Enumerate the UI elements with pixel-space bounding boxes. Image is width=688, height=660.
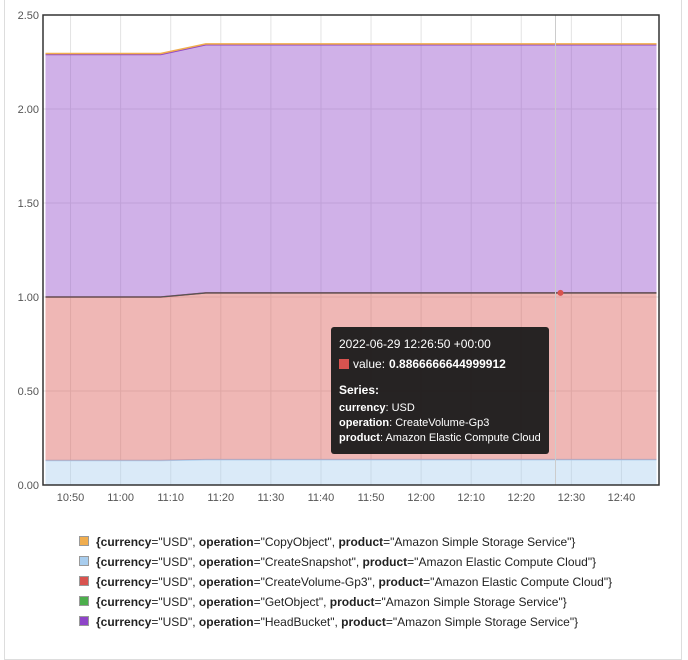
x-tick-label: 11:20 bbox=[207, 492, 234, 504]
series-line-3 bbox=[45, 43, 657, 55]
legend-item[interactable]: {currency="USD", operation="CopyObject",… bbox=[79, 532, 639, 552]
legend-swatch bbox=[79, 616, 89, 626]
x-tick-label: 10:50 bbox=[57, 492, 85, 504]
tooltip-labels: currency: USD operation: CreateVolume-Gp… bbox=[339, 401, 541, 446]
y-tick-label: 1.00 bbox=[18, 292, 39, 304]
x-tick-label: 12:20 bbox=[508, 492, 536, 504]
tooltip-value-row: value: 0.8866666644999912 bbox=[339, 357, 541, 371]
tooltip-label-row: currency: USD bbox=[339, 401, 541, 416]
tooltip-value-label: value: bbox=[353, 357, 386, 371]
legend-swatch bbox=[79, 596, 89, 606]
legend-label: {currency="USD", operation="HeadBucket",… bbox=[96, 615, 579, 629]
tooltip-label-row: operation: CreateVolume-Gp3 bbox=[339, 416, 541, 431]
tooltip-label-key: currency bbox=[339, 402, 386, 414]
tooltip-label-value: : USD bbox=[385, 402, 415, 414]
x-tick-label: 11:50 bbox=[358, 492, 385, 504]
plot-frame bbox=[42, 14, 660, 486]
tooltip-label-row: product: Amazon Elastic Compute Cloud bbox=[339, 431, 541, 446]
tooltip: 2022-06-29 12:26:50 +00:00 value: 0.8866… bbox=[331, 327, 549, 454]
x-tick-label: 12:10 bbox=[457, 492, 485, 504]
series-line-2 bbox=[45, 44, 657, 56]
x-axis: 10:50 11:00 11:10 11:20 11:30 11:40 11:50 12:00… bbox=[57, 492, 635, 504]
hover-point bbox=[557, 289, 564, 296]
legend-label: {currency="USD", operation="GetObject", … bbox=[96, 595, 567, 609]
x-tick-label: 11:10 bbox=[157, 492, 184, 504]
x-tick-label: 11:30 bbox=[258, 492, 285, 504]
x-tick-label: 11:40 bbox=[308, 492, 335, 504]
tooltip-time: 2022-06-29 12:26:50 +00:00 bbox=[339, 337, 491, 351]
legend-swatch bbox=[79, 576, 89, 586]
legend-item[interactable]: {currency="USD", operation="HeadBucket",… bbox=[79, 612, 639, 632]
y-axis: 0.00 0.50 1.00 1.50 2.00 2.50 bbox=[18, 10, 39, 492]
series-line-0 bbox=[45, 458, 657, 462]
y-tick-label: 2.00 bbox=[18, 104, 39, 116]
x-tick-label: 11:00 bbox=[107, 492, 134, 504]
tooltip-label-key: product bbox=[339, 432, 380, 444]
y-tick-label: 1.50 bbox=[18, 198, 39, 210]
y-tick-label: 2.50 bbox=[18, 10, 39, 22]
x-tick-label: 12:00 bbox=[407, 492, 435, 504]
legend-item[interactable]: {currency="USD", operation="GetObject", … bbox=[79, 592, 639, 612]
tooltip-swatch bbox=[339, 359, 349, 369]
legend: {currency="USD", operation="CopyObject",… bbox=[79, 532, 639, 632]
tooltip-label-value: : Amazon Elastic Compute Cloud bbox=[379, 432, 541, 444]
y-tick-label: 0.00 bbox=[18, 480, 39, 492]
area-series-0 bbox=[45, 459, 657, 485]
y-tick-label: 0.50 bbox=[18, 386, 39, 398]
legend-swatch bbox=[79, 536, 89, 546]
legend-label: {currency="USD", operation="CopyObject",… bbox=[96, 535, 576, 549]
x-tick-label: 12:40 bbox=[608, 492, 636, 504]
area-series-2 bbox=[45, 44, 657, 298]
x-tick-label: 12:30 bbox=[558, 492, 586, 504]
tooltip-value: 0.8866666644999912 bbox=[389, 357, 506, 371]
hover-indicator bbox=[554, 15, 564, 485]
stack-boundary-line bbox=[45, 292, 657, 298]
tooltip-series-heading: Series: bbox=[339, 383, 380, 397]
tooltip-label-value: : CreateVolume-Gp3 bbox=[389, 417, 490, 429]
legend-item[interactable]: {currency="USD", operation="CreateSnapsh… bbox=[79, 552, 639, 572]
legend-label: {currency="USD", operation="CreateSnapsh… bbox=[96, 555, 597, 569]
legend-swatch bbox=[79, 556, 89, 566]
tooltip-label-key: operation bbox=[339, 417, 390, 429]
legend-item[interactable]: {currency="USD", operation="CreateVolume… bbox=[79, 572, 639, 592]
legend-label: {currency="USD", operation="CreateVolume… bbox=[96, 575, 613, 589]
